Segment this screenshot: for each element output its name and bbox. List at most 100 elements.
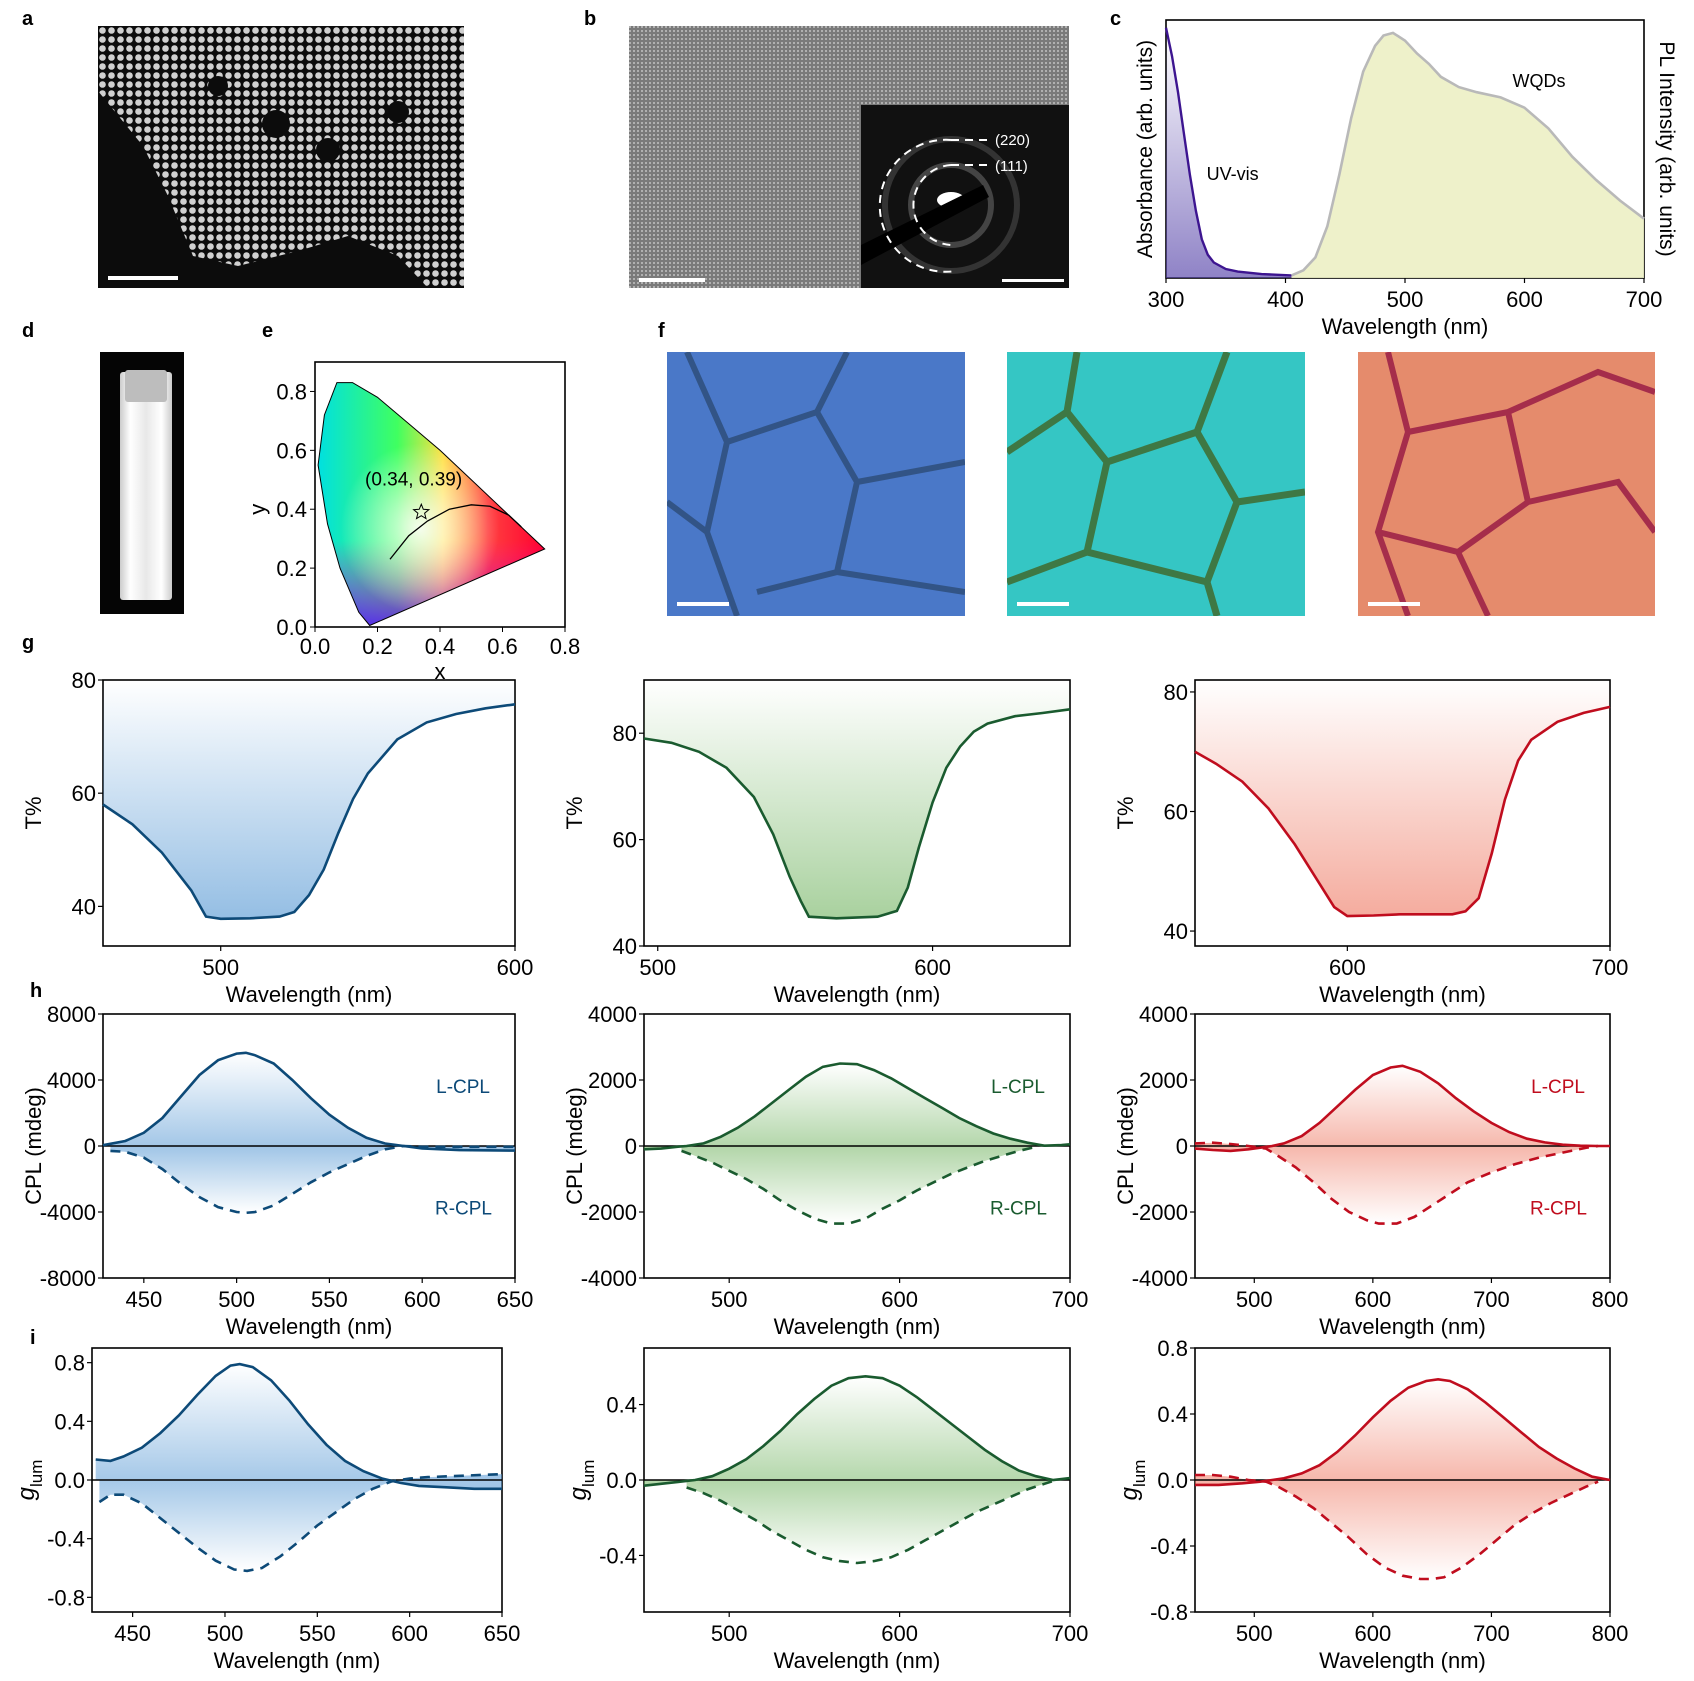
- x-tick-label: 800: [1592, 1621, 1629, 1646]
- wqds-annotation: WQDs: [1513, 71, 1566, 91]
- x-tick-label: 600: [404, 1287, 441, 1312]
- r-cpl-line: [681, 1146, 1033, 1225]
- x-tick-label: 500: [1236, 1287, 1273, 1312]
- scale-bar: [1368, 602, 1420, 606]
- panel-label-i: i: [30, 1327, 36, 1349]
- x-tick-label: 550: [311, 1287, 348, 1312]
- y2-axis-label: PL Intensity (arb. units): [1655, 41, 1678, 256]
- chart-cpl-red: 500 600 700 800 -4000 -2000 0 2000 4000 Wavelengt…: [1113, 1002, 1629, 1339]
- y-tick-label: 80: [1164, 680, 1188, 705]
- x-tick-label: 800: [1592, 1287, 1629, 1312]
- r-cpl-line: [98, 1472, 503, 1573]
- x-axis-label: Wavelength (nm): [774, 1648, 941, 1673]
- y-tick-label: -2000: [1132, 1200, 1188, 1225]
- diffraction-rings: (220) (111): [861, 132, 1030, 274]
- y-axis-label: glum: [1116, 1460, 1149, 1501]
- y-tick-label: -0.4: [1150, 1534, 1188, 1559]
- y-tick-label: -2000: [581, 1200, 637, 1225]
- scale-bar: [1017, 602, 1069, 606]
- chart-uvvis-pl: 300 400 500 600 700 Wavelength (nm) Absorbance…: [1134, 19, 1678, 339]
- x-tick-label: 0.6: [487, 634, 518, 659]
- x-tick-label: 700: [1473, 1621, 1510, 1646]
- cie-outline: [317, 382, 546, 627]
- y-tick-label: 0.0: [1157, 1468, 1188, 1493]
- x-tick-label: 600: [1329, 955, 1366, 980]
- x-tick-label: 500: [218, 1287, 255, 1312]
- x-tick-label: 0.0: [300, 634, 331, 659]
- r-cpl-area: [99, 1474, 502, 1571]
- y-tick-label: 60: [72, 781, 96, 806]
- y-tick-label: 40: [72, 894, 96, 919]
- x-tick-label: 700: [1473, 1287, 1510, 1312]
- l-cpl-line: [1195, 1377, 1611, 1487]
- cuvette-cap: [125, 370, 167, 402]
- chart-glum-blue: 450 500 550 600 650 -0.8 -0.4 0.0 0.4 0.8 Waveleng…: [13, 1347, 520, 1673]
- y-axis-label: CPL (mdeg): [562, 1087, 587, 1205]
- l-cpl-area: [103, 1052, 515, 1151]
- transmittance-area: [644, 680, 1070, 919]
- scale-bar: [639, 278, 705, 282]
- l-cpl-label: L-CPL: [991, 1077, 1045, 1098]
- y-tick-label: 40: [1164, 919, 1188, 944]
- saed-inset: (220) (111): [861, 105, 1069, 288]
- x-tick-label: 600: [881, 1287, 918, 1312]
- transmittance-line: [643, 708, 1071, 920]
- y-tick-label: -8000: [40, 1266, 96, 1291]
- y-tick-label: 0.6: [276, 438, 307, 463]
- x-tick-label: 500: [639, 955, 676, 980]
- y-tick-label: 4000: [47, 1068, 96, 1093]
- x-tick-label: 600: [391, 1621, 428, 1646]
- r-cpl-area: [1195, 1475, 1599, 1579]
- l-cpl-area: [1195, 1065, 1610, 1151]
- pl-line: [1290, 31, 1645, 277]
- uvvis-area: [1166, 27, 1292, 279]
- l-cpl-label: L-CPL: [1531, 1077, 1585, 1098]
- l-cpl-area: [1195, 1379, 1610, 1485]
- x-tick-label: 700: [1052, 1621, 1089, 1646]
- y-axis-label: glum: [13, 1460, 46, 1501]
- inset-scale-bar: [1002, 279, 1064, 282]
- y-tick-label: 0.8: [1157, 1336, 1188, 1361]
- x-tick-label: 0.4: [425, 634, 456, 659]
- y-axis-label: T%: [21, 797, 46, 830]
- x-axis-label: Wavelength (nm): [1319, 982, 1486, 1007]
- x-tick-label: 600: [1354, 1287, 1391, 1312]
- pl-area: [1291, 32, 1644, 279]
- y-tick-label: -4000: [581, 1266, 637, 1291]
- l-cpl-line: [95, 1362, 502, 1491]
- x-tick-label: 300: [1148, 287, 1185, 312]
- y-tick-label: 60: [613, 828, 637, 853]
- r-cpl-area: [110, 1146, 516, 1213]
- y-axis-label: CPL (mdeg): [1113, 1087, 1138, 1205]
- sem-image: [98, 26, 464, 288]
- transmittance-line: [102, 703, 516, 921]
- panel-label-c: c: [1110, 8, 1122, 30]
- r-cpl-line: [686, 1478, 1057, 1565]
- x-tick-label: 600: [881, 1621, 918, 1646]
- x-tick-label: 450: [114, 1621, 151, 1646]
- y-tick-label: 0.2: [276, 556, 307, 581]
- cell-network-texture: [1007, 352, 1305, 616]
- cell-network-texture: [1374, 352, 1655, 616]
- uvvis-line: [1164, 27, 1292, 277]
- y-axis-label: T%: [1113, 797, 1138, 830]
- transmittance-area: [103, 680, 515, 919]
- r-cpl-label: R-CPL: [435, 1199, 492, 1220]
- y-tick-label: 80: [613, 721, 637, 746]
- x-axis-label: Wavelength (nm): [226, 1314, 393, 1339]
- x-axis-label: Wavelength (nm): [1322, 314, 1489, 339]
- y-tick-label: 40: [613, 934, 637, 959]
- x-tick-label: 500: [711, 1287, 748, 1312]
- l-cpl-line: [643, 1062, 1071, 1151]
- l-cpl-line: [1194, 1064, 1610, 1153]
- y-tick-label: -4000: [1132, 1266, 1188, 1291]
- x-axis-label: Wavelength (nm): [774, 982, 941, 1007]
- x-tick-label: 700: [1626, 287, 1663, 312]
- x-tick-label: 500: [1236, 1621, 1273, 1646]
- chart-cpl-green: 500 600 700 -4000 -2000 0 2000 4000 Wavelength (…: [562, 1002, 1088, 1339]
- x-tick-label: 450: [125, 1287, 162, 1312]
- y-tick-label: -0.4: [599, 1543, 637, 1568]
- r-cpl-area: [686, 1480, 1057, 1563]
- y-tick-label: 80: [72, 668, 96, 693]
- chart-transmittance-green: 500 600 40 60 80 Wavelength (nm) T%: [562, 679, 1071, 1007]
